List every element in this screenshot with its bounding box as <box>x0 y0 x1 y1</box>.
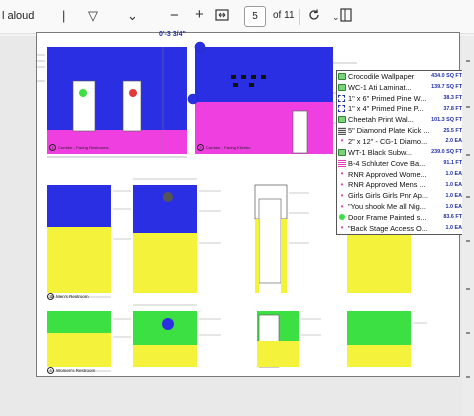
page-total-label: of 11 <box>273 10 295 21</box>
womens-restroom-number: 4 <box>47 367 54 374</box>
legend-label: 5" Diamond Plate Kick ... <box>348 126 430 136</box>
count-markup-icon: • <box>340 169 344 179</box>
legend-label: RNR Approved Wome... <box>348 169 427 179</box>
legend-quantity: 2.0 EA <box>445 138 462 145</box>
pdf-toolbar: l aloud | ▽ ⌄ − + 5 of 11 ⌄ <box>0 0 474 34</box>
legend-quantity: 1.0 EA <box>445 192 462 199</box>
legend-quantity: 1.0 EA <box>445 225 462 232</box>
mens-restroom-caption: 3 Men's Restroom <box>47 293 89 300</box>
legend-label: "Back Stage Access O... <box>348 223 428 233</box>
legend-row[interactable]: • 2" x 12" - CG-1 Diamo... 2.0 EA <box>337 136 464 147</box>
legend-label: WT-1 Black Subw... <box>348 147 413 157</box>
divider-icon: | <box>62 8 66 23</box>
legend-label: Door Frame Painted s... <box>348 212 427 222</box>
zoom-out-button[interactable]: − <box>170 7 179 24</box>
legend-row[interactable]: 1" x 6" Primed Pine W... 38.3 FT <box>337 93 464 104</box>
legend-row[interactable]: • RNR Approved Wome... 1.0 EA <box>337 169 464 180</box>
count-markup-icon: • <box>340 223 344 233</box>
linear-markup-icon <box>338 94 345 102</box>
womens-restroom-title: Women's Restroom <box>56 368 96 373</box>
legend-row[interactable]: • Girls Girls Girls Pnr Ap... 1.0 EA <box>337 190 464 201</box>
legend-quantity: 434.0 SQ FT <box>431 73 462 80</box>
legend-row[interactable]: • "Back Stage Access O... 1.0 EA <box>337 223 464 234</box>
legend-row[interactable]: 5" Diamond Plate Kick ... 25.5 FT <box>337 125 464 136</box>
linear-markup-icon <box>338 126 346 135</box>
draw-icon[interactable]: ⌄ <box>127 8 138 23</box>
elevation-2-title: Corridor - Facing Kitchen <box>206 145 251 150</box>
legend-quantity: 37.8 FT <box>443 105 462 112</box>
drawing-sheet: 3 0'-3 3/4" 1 Corrid <box>36 31 460 377</box>
legend-label: WC-1 Ati Laminat... <box>348 82 412 92</box>
area-markup-icon <box>338 148 346 156</box>
elevation-2-number: 2 <box>197 144 204 151</box>
legend-quantity: 38.3 FT <box>443 95 462 102</box>
markup-legend[interactable]: Crocodile Wallpaper 434.0 SQ FT WC-1 Ati L… <box>336 70 465 235</box>
mens-restroom-title: Men's Restroom <box>56 294 89 299</box>
linear-markup-icon <box>338 159 346 168</box>
legend-label: 2" x 12" - CG-1 Diamo... <box>348 136 428 146</box>
mens-restroom-number: 3 <box>47 293 54 300</box>
legend-quantity: 139.7 SQ FT <box>431 84 462 91</box>
legend-label: 1" x 6" Primed Pine W... <box>348 93 427 103</box>
elevation-1-number: 1 <box>49 144 56 151</box>
legend-row[interactable]: Crocodile Wallpaper 434.0 SQ FT <box>337 71 464 82</box>
legend-label: RNR Approved Mens ... <box>348 180 426 190</box>
legend-label: Girls Girls Girls Pnr Ap... <box>348 191 429 201</box>
elevation-2-caption: 2 Corridor - Facing Kitchen <box>197 144 250 151</box>
legend-quantity: 101.3 SQ FT <box>431 116 462 123</box>
zoom-in-button[interactable]: + <box>195 6 204 23</box>
page-number-input[interactable]: 5 <box>244 6 266 27</box>
toolbar-divider <box>299 9 300 25</box>
dimension-label: 0'-3 3/4" <box>159 31 186 38</box>
legend-label: Cheetah Print Wal... <box>348 115 414 125</box>
legend-row[interactable]: WC-1 Ati Laminat... 139.7 SQ FT <box>337 82 464 93</box>
fit-page-icon[interactable] <box>215 8 229 25</box>
legend-quantity: 1.0 EA <box>445 171 462 178</box>
legend-label: 1" x 4" Primed Pine P... <box>348 104 424 114</box>
highlight-icon[interactable]: ▽ <box>88 8 98 23</box>
area-markup-icon <box>338 83 346 91</box>
legend-row[interactable]: • RNR Approved Mens ... 1.0 EA <box>337 179 464 190</box>
count-markup-icon: • <box>340 201 344 211</box>
vertical-scrollbar[interactable] <box>462 36 474 416</box>
legend-quantity: 1.0 EA <box>445 181 462 188</box>
legend-label: B-4 Schluter Cove Ba... <box>348 158 426 168</box>
legend-quantity: 91.1 FT <box>443 160 462 167</box>
legend-quantity: 83.6 FT <box>443 214 462 221</box>
count-markup-icon: • <box>340 190 344 200</box>
count-markup-icon: • <box>340 179 344 189</box>
legend-row[interactable]: • "You shook Me all Nig... 1.0 EA <box>337 201 464 212</box>
elevation-1-caption: 1 Corridor - Facing Restrooms <box>49 144 108 151</box>
rotate-icon[interactable] <box>307 8 321 25</box>
legend-quantity: 239.0 SQ FT <box>431 149 462 156</box>
count-markup-icon: • <box>340 136 344 146</box>
linear-markup-icon <box>338 105 345 113</box>
area-markup-icon <box>338 72 346 80</box>
legend-label: "You shook Me all Nig... <box>348 202 426 212</box>
read-aloud-button[interactable]: l aloud <box>2 10 35 22</box>
elevation-1-title: Corridor - Facing Restrooms <box>58 145 109 150</box>
legend-label: Crocodile Wallpaper <box>348 71 415 81</box>
legend-row[interactable]: WT-1 Black Subw... 239.0 SQ FT <box>337 147 464 158</box>
womens-restroom-caption: 4 Women's Restroom <box>47 367 95 374</box>
chevron-down-icon[interactable]: ⌄ <box>332 12 340 22</box>
dot-markup-icon <box>339 214 345 221</box>
legend-row[interactable]: B-4 Schluter Cove Ba... 91.1 FT <box>337 158 464 169</box>
legend-row[interactable]: 1" x 4" Primed Pine P... 37.8 FT <box>337 104 464 115</box>
legend-quantity: 1.0 EA <box>445 203 462 210</box>
legend-quantity: 25.5 FT <box>443 127 462 134</box>
legend-row[interactable]: Cheetah Print Wal... 101.3 SQ FT <box>337 114 464 125</box>
legend-row[interactable]: Door Frame Painted s... 83.6 FT <box>337 212 464 223</box>
page-view-icon[interactable] <box>340 8 352 25</box>
area-markup-icon <box>338 116 346 124</box>
